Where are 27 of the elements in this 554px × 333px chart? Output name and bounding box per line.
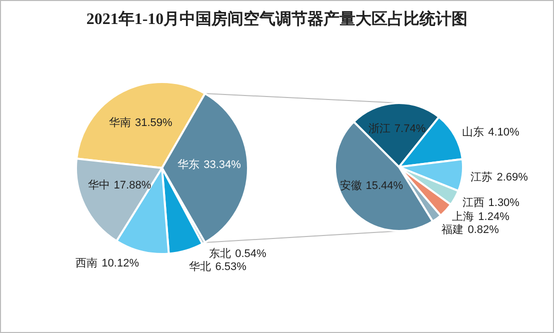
slice-label: 江西 [462, 197, 484, 210]
data-label: 15.44% [366, 180, 404, 192]
slice-label: 华中 [88, 178, 110, 192]
slice-label: 西南 [76, 256, 98, 270]
slice-label: 山东 [462, 126, 484, 139]
slice-label: 上海 [452, 210, 474, 224]
data-label: 0.82% [468, 224, 500, 236]
data-label: 1.24% [478, 211, 510, 224]
data-label: 17.88% [114, 180, 152, 192]
data-label: 33.34% [204, 159, 242, 172]
data-label: 6.53% [215, 260, 247, 273]
data-label: 0.54% [235, 248, 267, 260]
slice-label: 东北 [209, 246, 232, 260]
data-label: 31.59% [134, 116, 172, 129]
data-label: 1.30% [488, 197, 520, 210]
slice-label: 安徽 [340, 178, 362, 192]
data-label: 7.74% [394, 122, 426, 135]
chart-title: 2021年1-10月中国房间空气调节器产量大区占比统计图 [86, 9, 468, 28]
data-label: 4.10% [488, 126, 520, 139]
data-label: 2.69% [496, 171, 528, 184]
slice-label: 华南 [108, 116, 131, 129]
slice-label: 浙江 [368, 122, 390, 135]
slice-label: 福建 [442, 223, 464, 236]
data-label: 10.12% [102, 257, 140, 270]
slice-label: 江苏 [470, 170, 493, 184]
slice-label: 华北 [189, 260, 212, 273]
slice-label: 华东 [178, 158, 200, 172]
